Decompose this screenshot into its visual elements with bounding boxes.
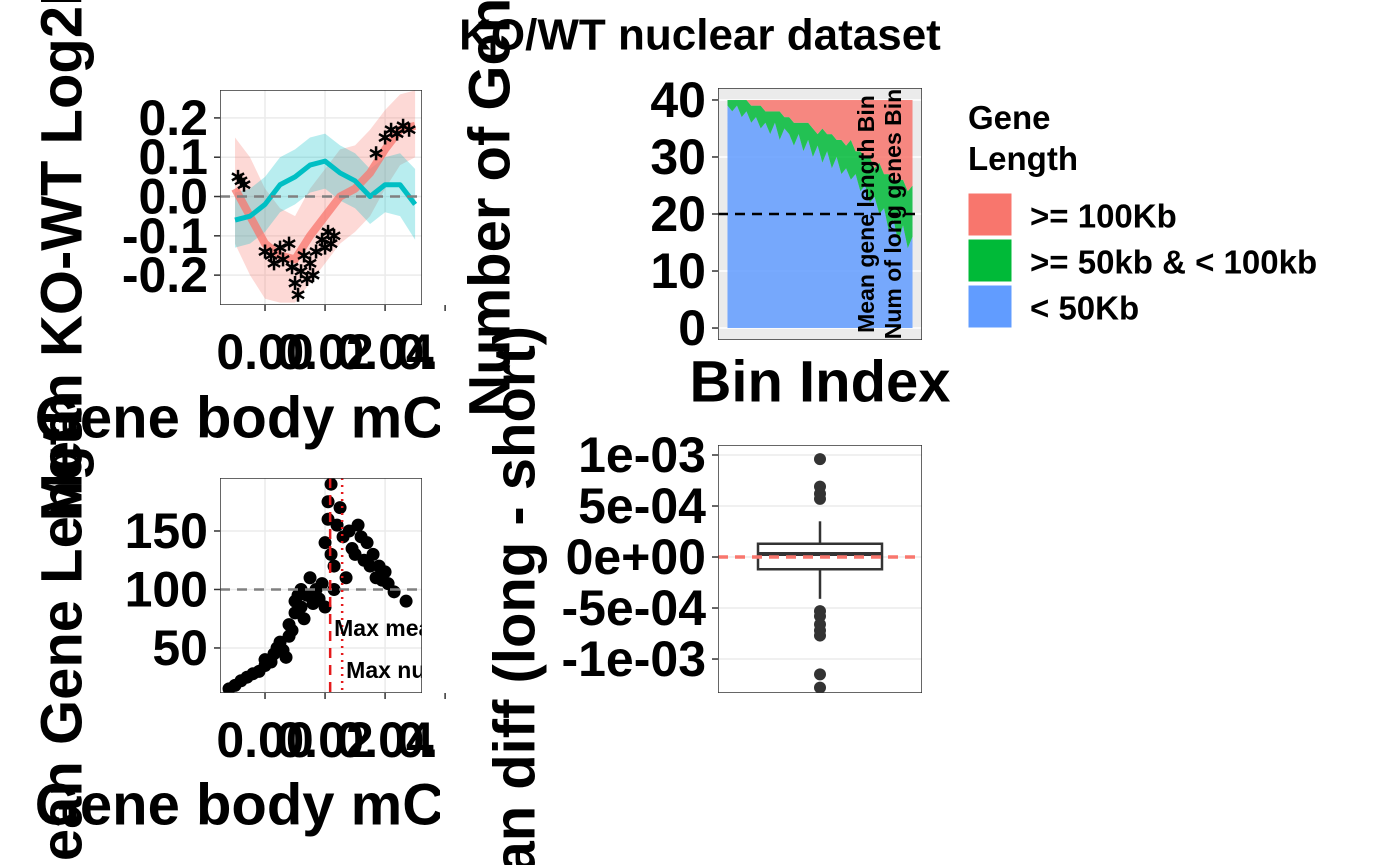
x-axis-title: Gene body mCG (35, 386, 489, 451)
y-tick-label: 0 (678, 300, 706, 356)
axis-text: Bin Index (689, 350, 950, 415)
point (297, 612, 311, 626)
legend-label: < 50Kb (1030, 290, 1139, 327)
asterisk-point (303, 256, 317, 271)
y-tick-label: 0.1 (138, 129, 208, 185)
panel: Mean gene length Bin Num of long genes Bi… (718, 88, 922, 340)
x-tick-label: 0.02 (276, 324, 373, 380)
point (294, 600, 308, 614)
y-tick-label: -0.2 (122, 247, 208, 303)
legend-key (967, 284, 1013, 329)
panel (718, 445, 922, 693)
point (315, 577, 329, 591)
point (321, 495, 335, 509)
y-tick-label: -1e-03 (561, 631, 706, 687)
legend-label: >= 100Kb (1030, 198, 1177, 235)
point (363, 559, 377, 573)
outlier (814, 629, 826, 642)
y-tick-label: -5e-04 (561, 580, 706, 636)
x-axis-title: Gene body mCG (35, 773, 489, 838)
x-tick-label: 0.02 (276, 712, 373, 768)
point (351, 518, 365, 532)
area (727, 105, 913, 329)
asterisk-point (276, 252, 290, 267)
panel: Max mean Max num (220, 478, 446, 693)
point (318, 536, 332, 550)
point (387, 585, 401, 599)
outlier (814, 453, 826, 466)
x-tick-label: 0.04 (336, 324, 434, 380)
y-tick-label: 0.2 (138, 90, 208, 146)
area (727, 99, 913, 192)
x-tick-label: 0.06 (396, 712, 493, 768)
y-tick-label: 5e-04 (578, 478, 706, 534)
asterisk-point (291, 287, 305, 302)
y-tick-label: 100 (125, 561, 208, 617)
outlier (814, 668, 826, 681)
point (339, 571, 353, 585)
y-tick-label: 1e-03 (578, 427, 706, 483)
point (333, 501, 347, 515)
y-tick-label: 50 (152, 620, 208, 676)
panel-background (220, 90, 422, 305)
y-axis-title: Mean KO-WT Log2FC (30, 0, 95, 521)
y-tick-label: 40 (650, 72, 706, 128)
y-tick-label: 0.0 (138, 169, 208, 225)
point (279, 650, 293, 664)
series-line (231, 121, 417, 264)
y-tick-label: 10 (650, 243, 706, 299)
asterisk-point (369, 146, 383, 161)
point (318, 600, 332, 614)
y-axis-title: Mean Gene Length (30, 391, 95, 865)
axis-text: 0.000.020.040.06 Gene body mCG (35, 324, 493, 451)
annotation: Mean gene length Bin (853, 95, 879, 333)
legend-title: Gene Length (968, 99, 1078, 177)
panel (220, 90, 422, 305)
asterisk-point (306, 268, 320, 283)
annotation: Num of long genes Bin (880, 89, 906, 339)
point (285, 623, 299, 637)
point (366, 547, 380, 561)
point (378, 565, 392, 579)
figure-title: KO/WT nuclear dataset (459, 11, 941, 60)
point (360, 536, 374, 550)
x-tick-label: 0.06 (396, 324, 493, 380)
x-tick-label: 0.00 (216, 324, 313, 380)
asterisk-point (402, 122, 416, 137)
annotation: Max mean (334, 615, 445, 641)
annotation: Max num (346, 657, 446, 683)
point (399, 594, 413, 608)
legend-label: >= 50kb & < 100kb (1030, 244, 1317, 281)
y-tick-label: -0.1 (122, 208, 208, 264)
outlier (814, 681, 826, 693)
legend-key (967, 192, 1013, 237)
y-axis-title: Number of Genes (458, 0, 523, 417)
y-tick-label: 150 (125, 503, 208, 559)
ribbon (235, 133, 416, 248)
area (727, 99, 913, 249)
x-tick-label: 0.00 (216, 712, 313, 768)
x-axis-title: Bin Index (689, 350, 950, 415)
legend-key (967, 238, 1013, 283)
asterisk-point (237, 177, 251, 192)
asterisk-point (288, 275, 302, 290)
y-axis-title: Mean diff (long - short) (483, 326, 548, 865)
asterisk-point (327, 228, 341, 243)
series-line (234, 158, 418, 223)
outlier (814, 492, 826, 505)
axis-text: 0.000.020.040.06Gene body mCG (35, 712, 493, 838)
y-tick-label: 30 (650, 129, 706, 185)
asterisk-point (282, 236, 296, 251)
point (303, 571, 317, 585)
point (330, 518, 344, 532)
y-tick-label: 0e+00 (566, 529, 706, 585)
y-tick-label: 20 (650, 186, 706, 242)
x-tick-label: 0.04 (336, 712, 434, 768)
